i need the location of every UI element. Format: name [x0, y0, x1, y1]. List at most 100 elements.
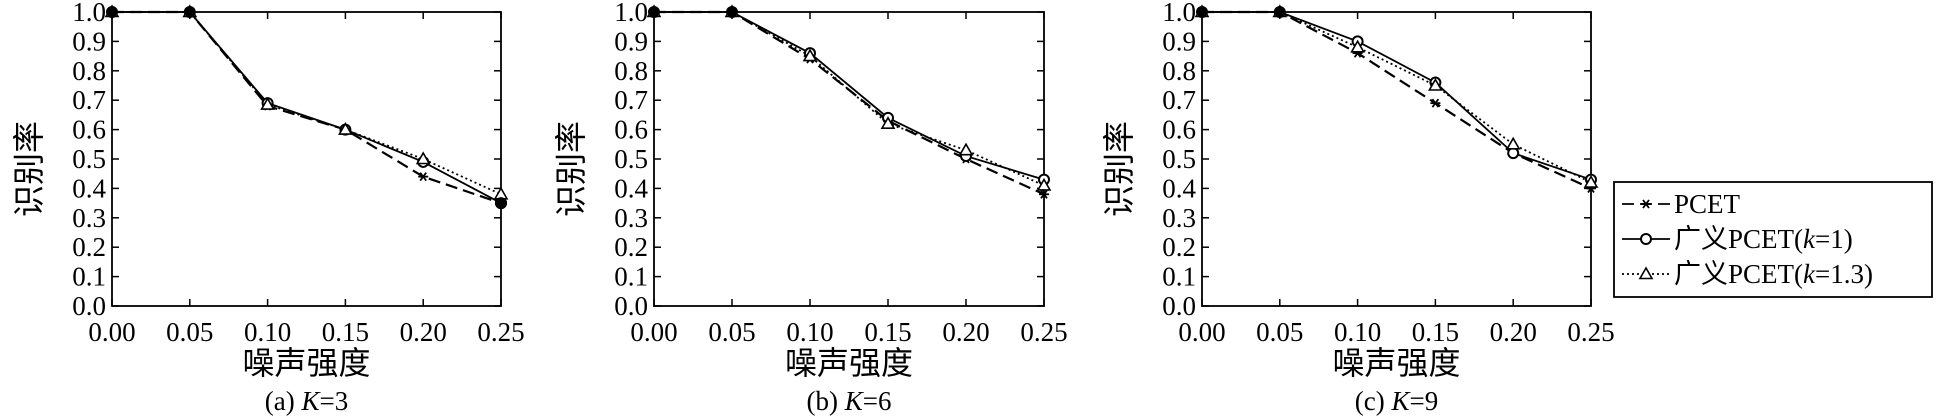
y-tick-label: 0.9 — [72, 26, 106, 56]
y-tick-label: 0.9 — [1162, 26, 1196, 56]
y-axis-label: 识别率 — [11, 121, 47, 217]
data-point — [880, 116, 896, 130]
legend-marker — [1641, 199, 1651, 209]
series-line — [1202, 11, 1592, 181]
series-line — [654, 11, 1045, 181]
y-tick-label: 0.0 — [72, 291, 106, 321]
data-point — [415, 151, 431, 165]
series-3 — [1194, 4, 1599, 188]
data-point — [1505, 136, 1521, 150]
y-tick-label: 0.3 — [1162, 203, 1196, 233]
caption-var: K — [1390, 386, 1411, 416]
y-tick-label: 0.2 — [72, 232, 106, 262]
y-tick-label: 1.0 — [72, 0, 106, 27]
data-point — [338, 121, 353, 135]
x-tick-label: 0.25 — [477, 317, 524, 347]
y-tick-label: 0.5 — [72, 144, 106, 174]
x-tick-label: 0.10 — [244, 317, 291, 347]
y-tick-label: 1.0 — [1162, 0, 1196, 27]
y-tick-label: 0.7 — [614, 85, 648, 115]
data-point — [1430, 98, 1441, 108]
series-3 — [104, 4, 509, 200]
y-tick-label: 0.9 — [614, 26, 648, 56]
data-point — [1583, 174, 1599, 188]
chart-caption: (a) K=3 — [265, 386, 348, 416]
y-axis-label: 识别率 — [1101, 121, 1137, 217]
series-line — [112, 11, 502, 204]
series-line — [654, 10, 1045, 196]
x-tick-label: 0.20 — [400, 317, 447, 347]
data-point — [184, 6, 196, 18]
data-point — [495, 197, 507, 210]
chart-caption: (c) K=9 — [1355, 386, 1438, 416]
data-point — [1039, 189, 1049, 199]
legend-item-1: PCET — [1622, 189, 1741, 219]
legend-label-suffix: PCET — [1674, 189, 1741, 219]
legend-marker — [1638, 266, 1654, 280]
legend-label-suffix: =1) — [1815, 224, 1853, 254]
caption-var: K — [300, 386, 321, 416]
x-tick-label: 0.05 — [166, 317, 213, 347]
y-tick-label: 0.8 — [614, 56, 648, 86]
plot-frame — [653, 11, 1045, 307]
x-tick-label: 0.20 — [1490, 317, 1537, 347]
data-point — [726, 6, 738, 18]
y-tick-label: 0.2 — [1162, 232, 1196, 262]
y-tick-label: 0.0 — [1162, 291, 1196, 321]
y-tick-label: 0.8 — [1162, 56, 1196, 86]
legend-label: 广义PCET(k=1) — [1674, 224, 1853, 254]
y-tick-label: 0.7 — [1162, 85, 1196, 115]
y-tick-label: 0.4 — [614, 173, 648, 203]
caption-prefix: (c) — [1355, 386, 1392, 416]
x-tick-label: 0.00 — [1178, 317, 1225, 347]
x-axis-label: 噪声强度 — [785, 345, 913, 381]
data-point — [1036, 177, 1052, 191]
series-2 — [648, 6, 1050, 186]
x-axis-label: 噪声强度 — [242, 345, 370, 381]
chart-panel-1: 0.00.10.20.30.40.50.60.70.80.91.0 0.00 0.0… — [11, 0, 525, 416]
series-1 — [1197, 7, 1596, 193]
x-tick-label: 0.15 — [1412, 317, 1459, 347]
legend-label-var: k — [1803, 259, 1816, 289]
series-line — [112, 10, 502, 205]
x-tick-label: 0.00 — [88, 317, 135, 347]
y-tick-label: 0.1 — [72, 262, 106, 292]
caption-suffix: =3 — [320, 386, 349, 416]
legend-label-var: k — [1803, 224, 1816, 254]
x-axis-label: 噪声强度 — [1332, 345, 1460, 381]
y-tick-label: 0.6 — [1162, 115, 1196, 145]
y-tick-label: 0.0 — [614, 291, 648, 321]
x-tick-label: 0.05 — [708, 317, 755, 347]
data-point — [958, 142, 974, 156]
legend-label-prefix: 广义PCET( — [1674, 224, 1803, 254]
series-2 — [106, 6, 507, 210]
chart-caption: (b) K=6 — [807, 386, 892, 416]
x-tick-label: 0.10 — [786, 317, 833, 347]
caption-var: K — [844, 386, 865, 416]
data-point — [1196, 6, 1208, 18]
y-tick-label: 0.4 — [1162, 173, 1196, 203]
chart-panels: 0.00.10.20.30.40.50.60.70.80.91.00.00 0.0… — [11, 0, 1615, 416]
series-1 — [107, 7, 506, 208]
series-line — [1202, 10, 1592, 190]
legend-label: PCET — [1674, 189, 1741, 219]
caption-prefix: (b) — [807, 386, 845, 416]
data-point — [1428, 77, 1443, 91]
caption-suffix: =6 — [863, 386, 892, 416]
data-point — [802, 48, 818, 62]
x-tick-label: 0.25 — [1567, 317, 1614, 347]
legend-label: 广义PCET(k=1.3) — [1674, 259, 1873, 289]
plot-frame — [111, 11, 502, 307]
legend-item-2: 广义PCET(k=1) — [1622, 224, 1853, 254]
caption-prefix: (a) — [265, 386, 302, 416]
y-tick-label: 1.0 — [614, 0, 648, 27]
y-tick-label: 0.5 — [1162, 144, 1196, 174]
legend-item-3: 广义PCET(k=1.3) — [1622, 259, 1873, 289]
x-tick-label: 0.20 — [942, 317, 989, 347]
chart-panel-3: 0.00.10.20.30.40.50.60.70.80.91.0 0.00 0.0… — [1101, 0, 1615, 416]
legend-label-suffix: =1.3) — [1815, 259, 1873, 289]
y-tick-label: 0.1 — [614, 262, 648, 292]
data-point — [648, 6, 660, 18]
data-point — [1507, 147, 1520, 160]
